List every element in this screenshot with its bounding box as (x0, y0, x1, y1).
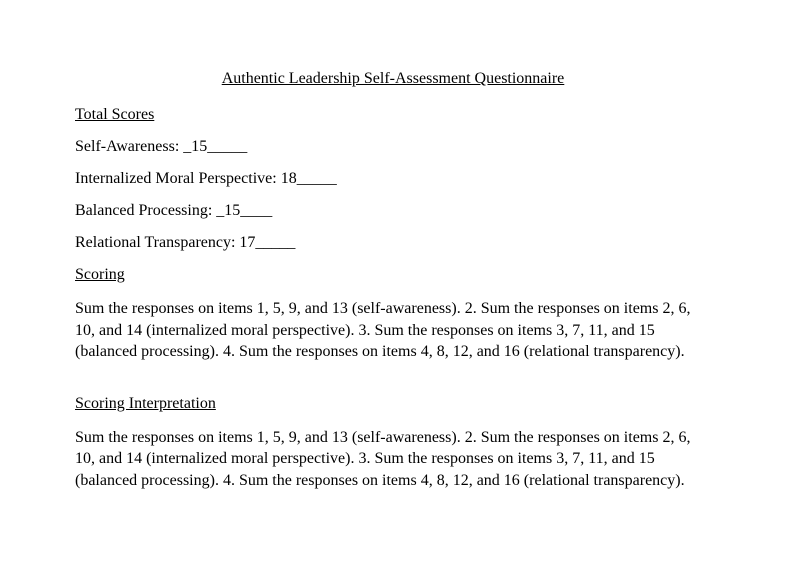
total-scores-heading: Total Scores (75, 106, 711, 124)
interpretation-paragraph: Sum the responses on items 1, 5, 9, and … (75, 427, 711, 492)
scoring-paragraph: Sum the responses on items 1, 5, 9, and … (75, 298, 711, 363)
scoring-heading: Scoring (75, 266, 711, 284)
page-title: Authentic Leadership Self-Assessment Que… (75, 70, 711, 88)
score-self-awareness: Self-Awareness: _15_____ (75, 138, 711, 156)
score-internalized-moral: Internalized Moral Perspective: 18_____ (75, 170, 711, 188)
score-relational-transparency: Relational Transparency: 17_____ (75, 234, 711, 252)
document-page: Authentic Leadership Self-Assessment Que… (0, 0, 786, 558)
score-balanced-processing: Balanced Processing: _15____ (75, 202, 711, 220)
interpretation-heading: Scoring Interpretation (75, 395, 711, 413)
